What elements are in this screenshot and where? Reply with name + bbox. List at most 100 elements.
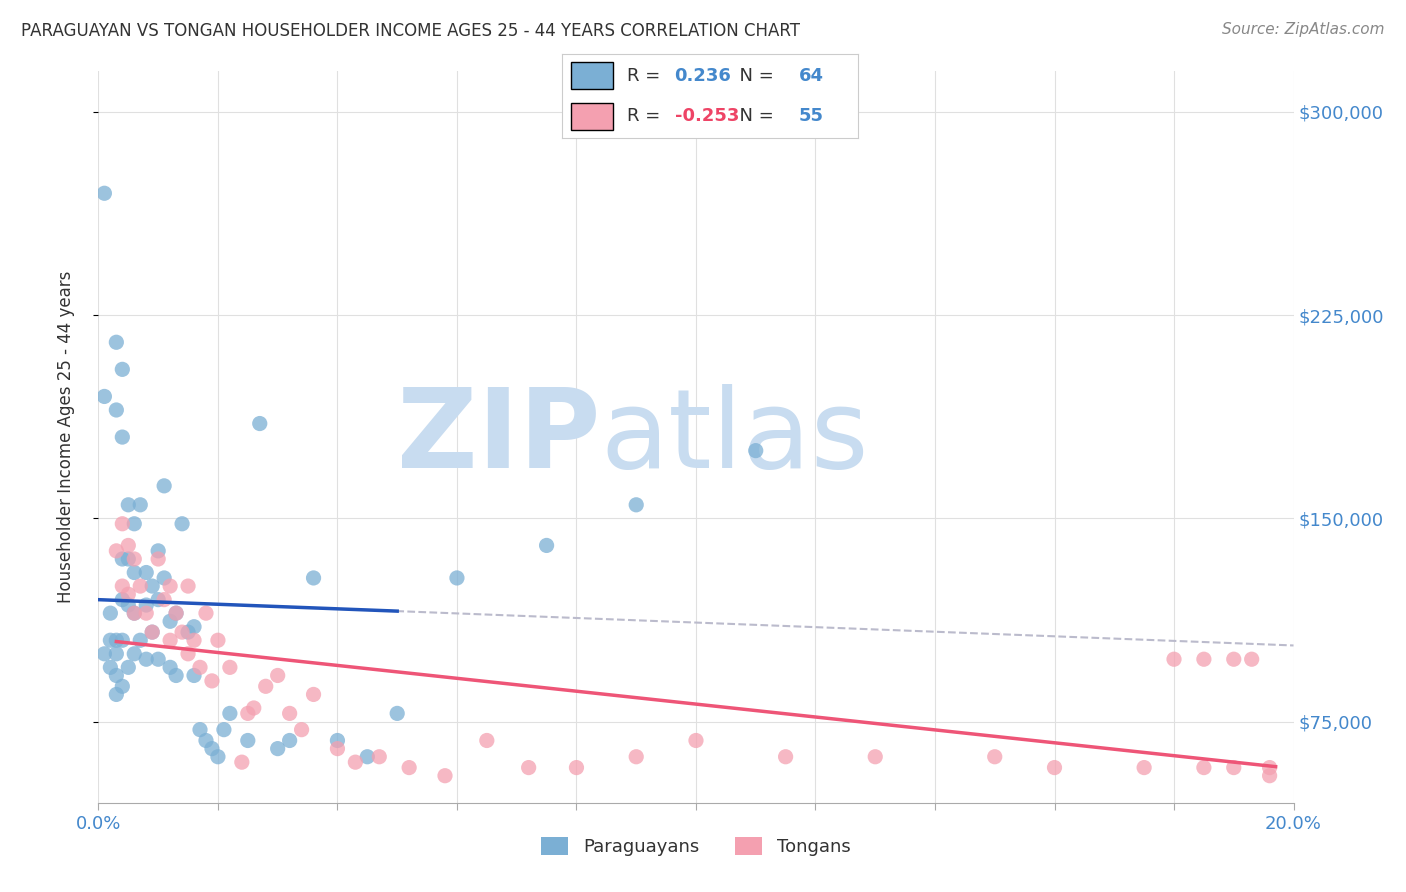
Point [159,660,181,674]
Point [159,579,181,593]
Point [135,606,157,620]
Point [105,688,128,702]
Point [111,552,134,566]
Point [195,733,218,747]
Point [207,749,229,764]
Point [183,620,205,634]
Point [231,755,253,769]
Point [475,733,498,747]
Point [1223,761,1246,775]
Point [148,592,170,607]
Point [111,579,134,593]
Point [98,633,122,648]
Point [124,552,146,566]
Point [1043,761,1066,775]
Text: 55: 55 [799,107,824,125]
Point [111,362,134,376]
Point [517,761,540,775]
Point [249,417,271,431]
FancyBboxPatch shape [571,62,613,89]
Text: N =: N = [728,67,779,85]
Point [105,335,128,350]
Point [111,592,134,607]
Point [1163,652,1185,666]
Point [165,606,187,620]
Point [201,741,224,756]
Point [183,633,205,648]
Point [117,538,139,552]
Point [236,733,259,747]
Point [212,723,235,737]
Point [188,660,211,674]
Text: N =: N = [728,107,779,125]
Point [685,733,707,747]
Point [195,606,218,620]
Point [302,688,325,702]
Point [153,479,176,493]
Point [183,668,205,682]
Point [124,566,146,580]
Point [745,443,768,458]
Point [302,571,325,585]
Point [434,769,457,783]
Point [177,647,200,661]
Text: Source: ZipAtlas.com: Source: ZipAtlas.com [1222,22,1385,37]
Point [172,516,194,531]
Text: atlas: atlas [600,384,869,491]
Point [129,579,152,593]
Point [356,749,378,764]
Point [398,761,420,775]
Point [93,647,115,661]
Point [148,652,170,666]
Point [536,538,558,552]
Point [446,571,468,585]
Point [267,741,290,756]
Point [177,579,200,593]
Point [291,723,314,737]
Point [775,749,797,764]
Point [129,498,152,512]
Point [153,592,176,607]
Point [117,598,139,612]
Text: R =: R = [627,107,666,125]
Point [278,733,301,747]
Point [1240,652,1263,666]
Point [1192,761,1215,775]
Point [111,679,134,693]
Point [105,668,128,682]
Point [117,552,139,566]
Point [105,633,128,648]
Point [111,516,134,531]
Text: 64: 64 [799,67,824,85]
Point [219,660,242,674]
Point [124,647,146,661]
Point [1223,652,1246,666]
Point [385,706,409,721]
Text: ZIP: ZIP [396,384,600,491]
Point [105,647,128,661]
Point [148,552,170,566]
Point [159,633,181,648]
Point [172,625,194,640]
Point [177,625,200,640]
Point [984,749,1007,764]
Point [117,660,139,674]
Point [278,706,301,721]
Point [1192,652,1215,666]
Point [326,733,349,747]
Point [243,701,266,715]
Point [93,186,115,201]
Point [111,633,134,648]
FancyBboxPatch shape [571,103,613,130]
Text: PARAGUAYAN VS TONGAN HOUSEHOLDER INCOME AGES 25 - 44 YEARS CORRELATION CHART: PARAGUAYAN VS TONGAN HOUSEHOLDER INCOME … [21,22,800,40]
Point [236,706,259,721]
Point [1258,761,1281,775]
Point [188,723,211,737]
Point [219,706,242,721]
Point [201,673,224,688]
Point [165,668,187,682]
Point [153,571,176,585]
Text: 0.236: 0.236 [675,67,731,85]
Text: -0.253: -0.253 [675,107,740,125]
Point [105,544,128,558]
